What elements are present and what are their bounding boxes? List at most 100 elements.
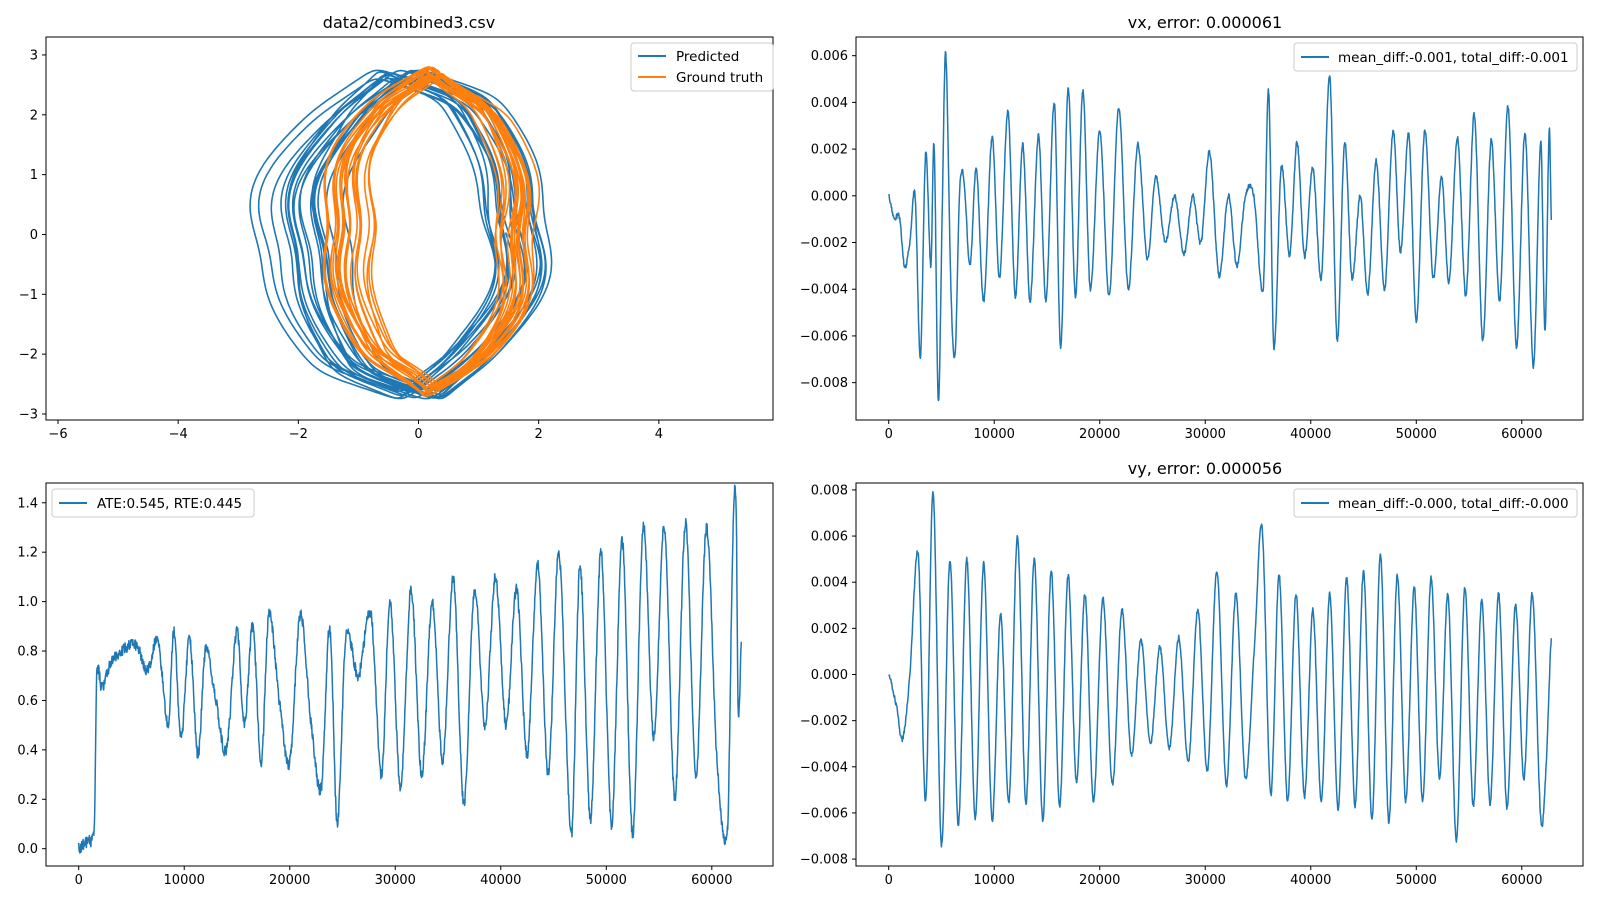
x-tick-label: 0 — [885, 427, 893, 442]
vx-legend-box — [1293, 42, 1578, 72]
x-tick-label: 2 — [535, 427, 543, 442]
error-legend: ATE:0.545, RTE:0.445 — [51, 488, 255, 518]
error-axes-frame — [45, 482, 774, 867]
y-tick-label: 3 — [30, 48, 38, 63]
legend-label-predicted: Predicted — [676, 49, 739, 65]
y-tick-label: −0.008 — [800, 853, 848, 868]
x-tick-label: 50000 — [1396, 873, 1437, 888]
vy-legend: mean_diff:-0.000, total_diff:-0.000 — [1293, 488, 1578, 518]
y-tick-label: −0.002 — [800, 236, 848, 251]
y-tick-label: 0.002 — [811, 143, 848, 158]
y-tick-label: 1.2 — [17, 546, 38, 561]
x-tick-label: 10000 — [164, 873, 205, 888]
x-tick-label: 20000 — [1079, 427, 1120, 442]
x-tick-label: −2 — [289, 427, 308, 442]
x-tick-label: 10000 — [974, 427, 1015, 442]
y-tick-label: 0.004 — [811, 576, 848, 591]
y-tick-label: −1 — [19, 288, 38, 303]
error-plot: 0 10000 20000 30000 40000 50000 60000 0.00.20.… — [17, 482, 774, 888]
y-tick-label: 0.000 — [811, 189, 848, 204]
legend-label-vy: mean_diff:-0.000, total_diff:-0.000 — [1338, 496, 1569, 512]
y-tick-label: 1.4 — [17, 496, 38, 511]
trajectory-legend-box — [630, 42, 774, 92]
y-tick-label: −0.004 — [800, 283, 848, 298]
y-tick-label: 2 — [30, 108, 38, 123]
vy-legend-box — [1293, 488, 1578, 518]
error-x-ticks: 0 10000 20000 30000 40000 50000 60000 — [75, 866, 732, 888]
y-tick-label: −0.004 — [800, 760, 848, 775]
y-tick-label: 0.000 — [811, 668, 848, 683]
y-tick-label: 0.004 — [811, 96, 848, 111]
series-line-error — [77, 484, 743, 854]
x-tick-label: 30000 — [375, 873, 416, 888]
vx-legend: mean_diff:-0.001, total_diff:-0.001 — [1293, 42, 1578, 72]
y-tick-label: −2 — [19, 348, 38, 363]
vy-x-ticks: 0 10000 20000 30000 40000 50000 60000 — [885, 866, 1542, 888]
y-tick-label: 0 — [30, 228, 38, 243]
x-tick-label: 0 — [414, 427, 422, 442]
x-tick-label: −6 — [48, 427, 67, 442]
trajectory-plot: data2/combined3.csv −6 −4 −2 0 2 4 −3 −2 −1 0 1 2 3… — [19, 13, 774, 442]
trajectory-axes-frame — [45, 36, 774, 421]
legend-label-vx: mean_diff:-0.001, total_diff:-0.001 — [1338, 50, 1569, 66]
x-tick-label: 20000 — [1079, 873, 1120, 888]
vy-plot: vy, error: 0.000056 0 10000 20000 30000 4000… — [800, 459, 1584, 888]
x-tick-label: 10000 — [974, 873, 1015, 888]
vy-series-layer — [888, 490, 1553, 848]
series-line-vx — [888, 51, 1553, 402]
y-tick-label: 0.8 — [17, 645, 38, 660]
y-tick-label: 0.008 — [811, 483, 848, 498]
x-tick-label: −4 — [169, 427, 188, 442]
error-series-layer — [77, 484, 743, 854]
x-tick-label: 30000 — [1185, 873, 1226, 888]
y-tick-label: −0.006 — [800, 806, 848, 821]
y-tick-label: 0.4 — [17, 743, 38, 758]
x-tick-label: 0 — [75, 873, 83, 888]
x-tick-label: 0 — [885, 873, 893, 888]
vy-title: vy, error: 0.000056 — [1128, 459, 1282, 478]
x-tick-label: 50000 — [1396, 427, 1437, 442]
x-tick-label: 4 — [655, 427, 663, 442]
trajectory-y-ticks: −3 −2 −1 0 1 2 3 — [19, 48, 46, 423]
vx-y-ticks: −0.008 −0.006 −0.004 −0.002 0.000 0.002 0.004 0… — [800, 49, 856, 391]
y-tick-label: 1.0 — [17, 595, 38, 610]
x-tick-label: 60000 — [1501, 873, 1542, 888]
y-tick-label: 0.006 — [811, 49, 848, 64]
error-y-ticks: 0.0 0.2 0.4 0.6 0.8 1.0 1.2 1.4 — [17, 496, 46, 857]
vx-plot: vx, error: 0.000061 0 10000 20000 30000 4000… — [800, 13, 1584, 442]
x-tick-label: 30000 — [1185, 427, 1226, 442]
x-tick-label: 60000 — [1501, 427, 1542, 442]
y-tick-label: −3 — [19, 408, 38, 423]
vx-axes-frame — [855, 36, 1584, 421]
vy-y-ticks: −0.008 −0.006 −0.004 −0.002 0.000 0.002 0.004 0… — [800, 483, 856, 868]
legend-label-error: ATE:0.545, RTE:0.445 — [97, 496, 242, 512]
error-legend-box — [51, 488, 255, 518]
vx-title: vx, error: 0.000061 — [1128, 13, 1282, 32]
series-line-ground-truth — [322, 66, 541, 397]
x-tick-label: 40000 — [1290, 873, 1331, 888]
y-tick-label: 0.006 — [811, 530, 848, 545]
y-tick-label: 0.002 — [811, 622, 848, 637]
y-tick-label: 0.6 — [17, 694, 38, 709]
trajectory-series-layer — [249, 66, 553, 400]
y-tick-label: 1 — [30, 168, 38, 183]
x-tick-label: 60000 — [691, 873, 732, 888]
x-tick-label: 40000 — [480, 873, 521, 888]
trajectory-x-ticks: −6 −4 −2 0 2 4 — [48, 420, 663, 442]
vx-x-ticks: 0 10000 20000 30000 40000 50000 60000 — [885, 420, 1542, 442]
x-tick-label: 20000 — [269, 873, 310, 888]
vx-series-layer — [888, 51, 1553, 402]
y-tick-label: 0.0 — [17, 842, 38, 857]
trajectory-title: data2/combined3.csv — [323, 13, 495, 32]
x-tick-label: 40000 — [1290, 427, 1331, 442]
x-tick-label: 50000 — [586, 873, 627, 888]
series-line-vy — [888, 490, 1553, 848]
legend-label-ground-truth: Ground truth — [676, 70, 763, 86]
y-tick-label: −0.002 — [800, 714, 848, 729]
y-tick-label: 0.2 — [17, 793, 38, 808]
y-tick-label: −0.006 — [800, 329, 848, 344]
y-tick-label: −0.008 — [800, 376, 848, 391]
trajectory-legend: Predicted Ground truth — [630, 42, 774, 92]
